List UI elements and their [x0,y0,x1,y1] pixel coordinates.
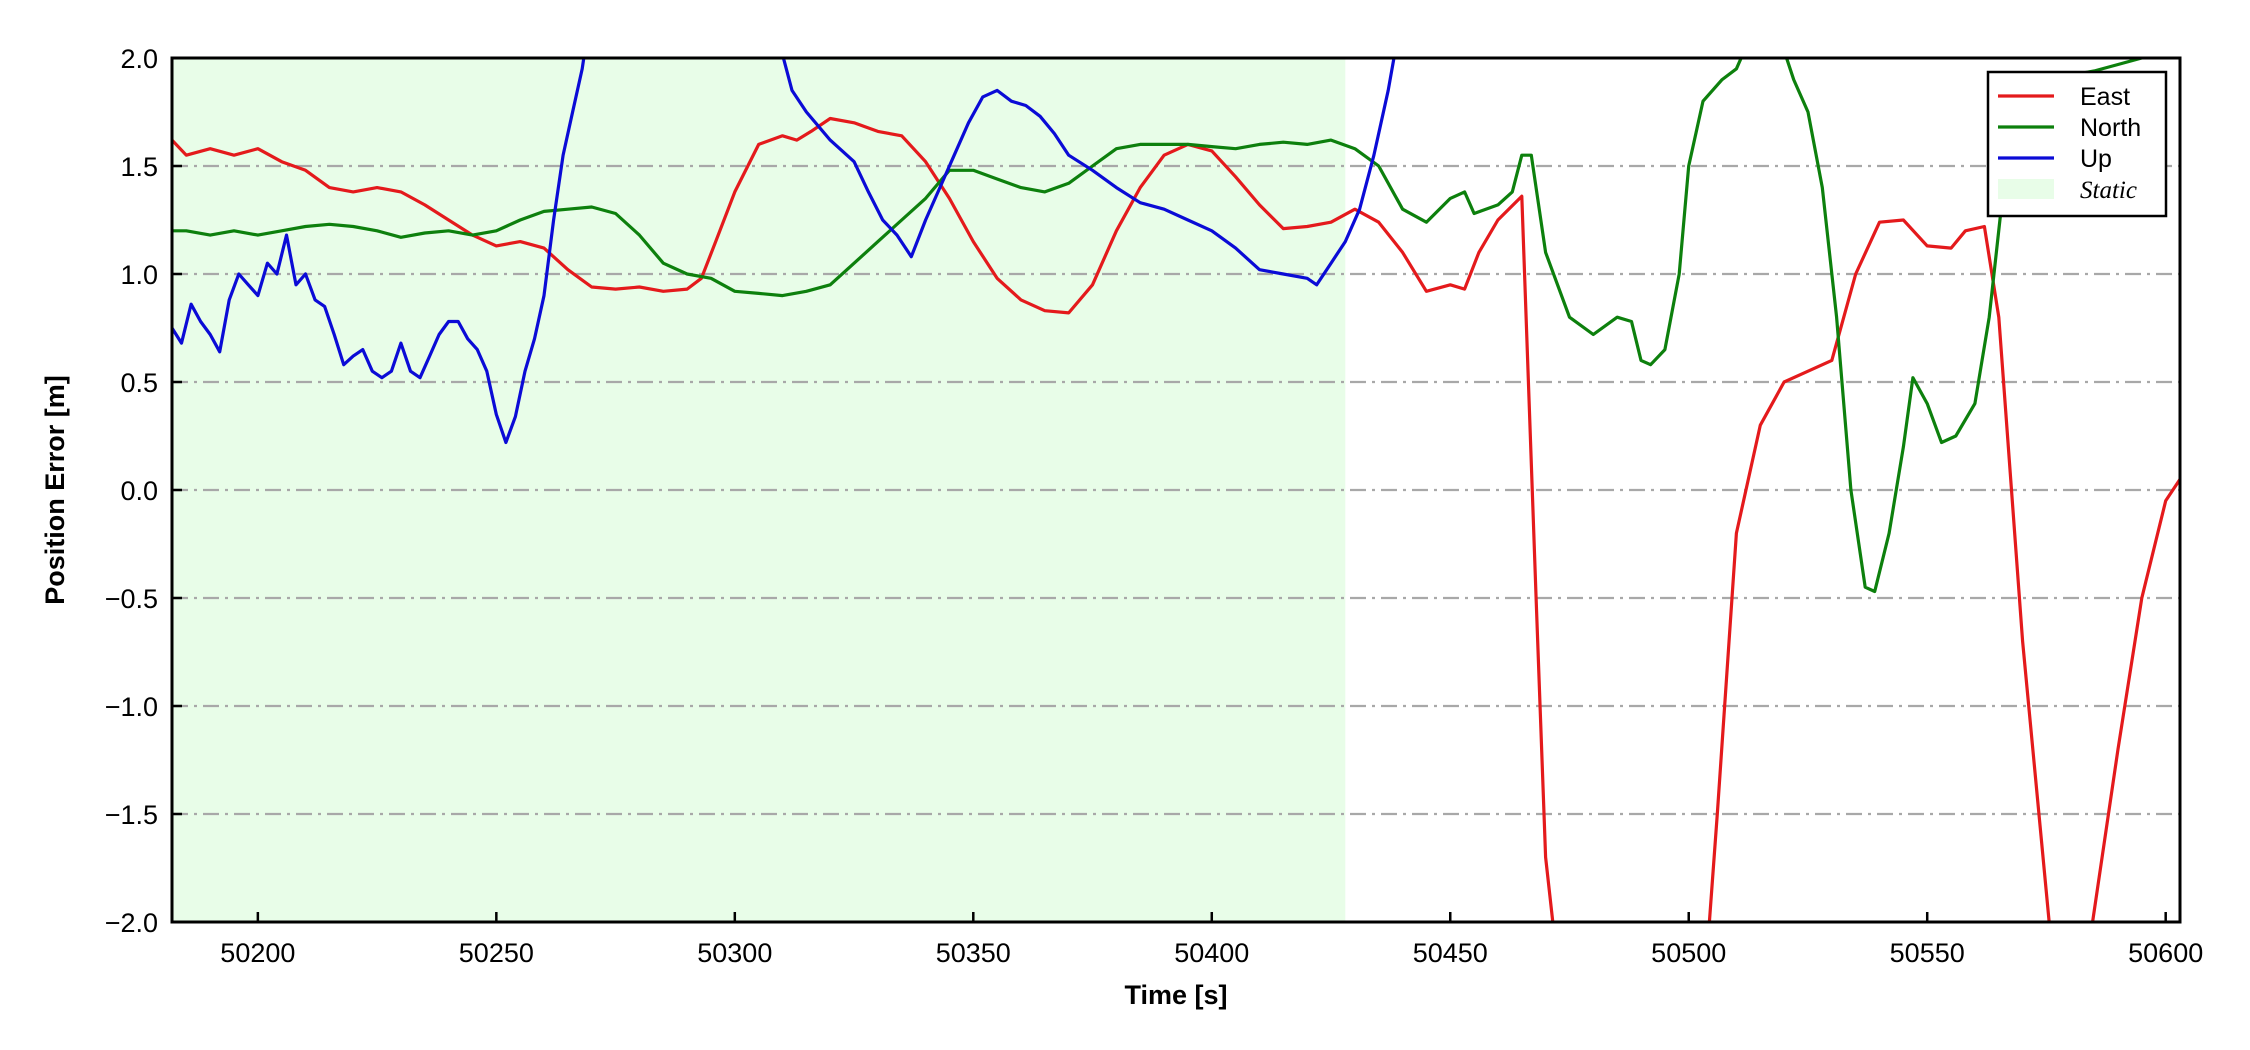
x-axis-title: Time [s] [1124,980,1227,1010]
legend-label-static: Static [2080,177,2137,204]
x-tick-label: 50550 [1890,938,1965,968]
grid-layer [172,164,2180,816]
legend-label-east: East [2080,83,2130,111]
x-tick-label: 50400 [1174,938,1249,968]
y-tick-label: −1.5 [105,800,158,830]
series-line-east [172,116,2180,922]
x-tick-label: 50600 [2128,938,2203,968]
y-tick-label: −0.5 [105,584,158,614]
series-line-up [172,58,1396,445]
y-tick-label: 0.5 [120,368,158,398]
y-tick-label: 0.0 [120,476,158,506]
y-tick-label: 2.0 [120,44,158,74]
x-tick-label: 50200 [220,938,295,968]
legend-label-up: Up [2080,145,2112,173]
series-layer [172,58,2180,922]
tick-layer: 50200 50250 50300 50350 50400 50450 50500 50550… [105,44,2204,968]
x-tick-label: 50500 [1651,938,1726,968]
y-tick-label: −2.0 [105,908,158,938]
y-tick-label: −1.0 [105,692,158,722]
x-tick-label: 50350 [936,938,1011,968]
y-axis-title: Position Error [m] [40,375,70,605]
x-tick-label: 50300 [697,938,772,968]
y-tick-label: 1.5 [120,152,158,182]
y-tick-label: 1.0 [120,260,158,290]
legend: East North Up Static [1986,70,2168,218]
legend-swatch-static [1998,179,2054,199]
legend-label-north: North [2080,114,2141,142]
x-tick-label: 50450 [1413,938,1488,968]
series-line-north [172,58,2146,594]
x-tick-label: 50250 [459,938,534,968]
